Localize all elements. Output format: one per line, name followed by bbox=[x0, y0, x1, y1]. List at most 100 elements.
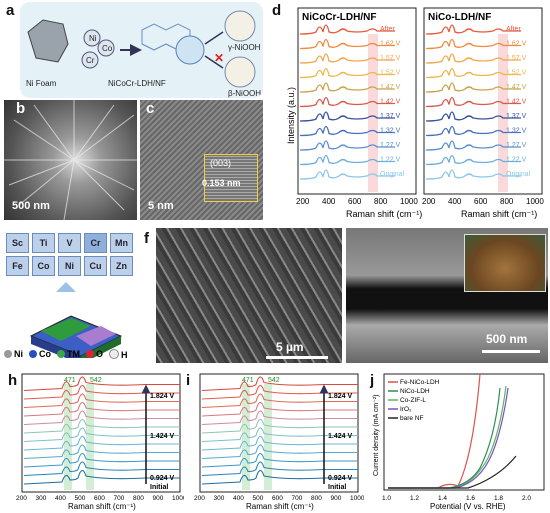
panel-label-f: f bbox=[144, 230, 149, 247]
legend-co: Co bbox=[29, 349, 51, 360]
right-highlight bbox=[498, 34, 508, 192]
raman-panel-i: 471 542 1.824 V 1.424 V 0.924 V Initial … bbox=[184, 372, 364, 512]
raman-i-svg: 471 542 1.824 V 1.424 V 0.924 V Initial … bbox=[194, 373, 364, 511]
right-curve-label: 1.37 V bbox=[506, 113, 527, 120]
h-v-top: 1.824 V bbox=[150, 393, 174, 400]
i-v-init: Initial bbox=[328, 484, 346, 491]
panel-label-c: c bbox=[146, 100, 155, 117]
x-tick: 800 bbox=[133, 495, 144, 502]
raman-curve bbox=[201, 393, 358, 409]
x-tick: 700 bbox=[292, 495, 303, 502]
branch-arrows bbox=[204, 31, 224, 69]
gamma-text: γ-NiOOH bbox=[228, 43, 261, 52]
left-curve-label: 1.62 V bbox=[380, 41, 401, 48]
j-x-tick: 1.8 bbox=[494, 495, 503, 502]
raman-panel-h: 471 542 1.824 V 1.424 V 0.924 V Initial … bbox=[6, 372, 184, 512]
left-curve-label: 1.32 V bbox=[380, 128, 401, 135]
element-cell: V bbox=[58, 233, 81, 253]
right-curve-label: 1.52 V bbox=[506, 70, 527, 77]
lattice-circle bbox=[175, 35, 205, 65]
left-curve-label: 1.37 V bbox=[380, 113, 401, 120]
raman-d-svg: NiCoCr-LDH/NF NiCo-LDH/NF Intensity (a.u… bbox=[286, 7, 544, 219]
right-curve bbox=[425, 111, 521, 122]
x-tick: 1000 bbox=[350, 495, 364, 502]
x-tick: 800 bbox=[311, 495, 322, 502]
i-frame bbox=[199, 373, 359, 493]
sem-image-f: 5 µm bbox=[156, 228, 342, 363]
left-curve-label: 1.27 V bbox=[380, 142, 401, 149]
element-cell: Sc bbox=[6, 233, 29, 253]
left-curve bbox=[299, 24, 395, 35]
lsv-curve bbox=[388, 387, 509, 489]
ni-text: Ni bbox=[89, 34, 97, 43]
j-legend-label: NiCo-LDH bbox=[400, 388, 430, 395]
right-title: NiCo-LDH/NF bbox=[428, 12, 491, 23]
h-curves bbox=[23, 376, 180, 485]
h-peak-1: 471 bbox=[64, 377, 76, 384]
d-tick-left: 400 bbox=[322, 197, 336, 206]
cr-ion bbox=[81, 51, 99, 69]
right-frame bbox=[423, 7, 543, 195]
d-tick-right: 600 bbox=[474, 197, 488, 206]
panel-label-j: j bbox=[370, 372, 375, 389]
raman-curve bbox=[201, 427, 358, 443]
x-tick: 300 bbox=[36, 495, 47, 502]
left-curve bbox=[299, 38, 395, 50]
raman-curve bbox=[201, 418, 358, 434]
raman-curve bbox=[201, 444, 358, 460]
right-curve bbox=[425, 154, 521, 166]
right-curve bbox=[425, 67, 521, 79]
x-tick: 900 bbox=[153, 495, 164, 502]
lsv-j-svg: Current density (mA cm⁻²) 1.0 1.2 1.4 1.6 1.… bbox=[373, 373, 545, 511]
right-curve-label: Original bbox=[506, 171, 531, 178]
element-grid: Sc Ti V Cr Mn Fe Co Ni Cu Zn bbox=[6, 233, 133, 276]
d-xlabel-left: Raman shift (cm⁻¹) bbox=[346, 209, 422, 219]
lsv-curve bbox=[388, 455, 517, 489]
j-legend-label: Fe-NiCo-LDH bbox=[400, 379, 440, 386]
down-arrow bbox=[56, 282, 76, 292]
i-band-542 bbox=[264, 384, 272, 490]
scale-text-g: 500 nm bbox=[486, 332, 528, 346]
left-title: NiCoCr-LDH/NF bbox=[302, 12, 376, 23]
raman-curve bbox=[23, 384, 180, 400]
element-cell: Fe bbox=[6, 256, 29, 276]
raman-curve bbox=[201, 410, 358, 426]
i-curves bbox=[201, 376, 358, 485]
left-highlight bbox=[368, 34, 378, 192]
j-legend-label: bare NF bbox=[400, 415, 424, 422]
element-cell: Cu bbox=[84, 256, 107, 276]
right-curve bbox=[425, 140, 521, 151]
raman-curve bbox=[23, 401, 180, 417]
co-text: Co bbox=[102, 44, 113, 53]
i-v-mid: 1.424 V bbox=[328, 433, 352, 440]
panel-label-d: d bbox=[272, 2, 282, 19]
left-curve bbox=[299, 169, 395, 180]
raman-curve bbox=[23, 461, 180, 477]
ni-ion bbox=[83, 29, 101, 47]
raman-curve bbox=[201, 384, 358, 400]
x-tick: 600 bbox=[272, 495, 283, 502]
i-xlabel: Raman shift (cm⁻¹) bbox=[246, 502, 314, 511]
d-xlabel-right: Raman shift (cm⁻¹) bbox=[461, 209, 537, 219]
right-curve-label: 1.57 V bbox=[506, 55, 527, 62]
h-v-mid: 1.424 V bbox=[150, 433, 174, 440]
h-peak-2: 542 bbox=[90, 377, 102, 384]
j-x-tick: 2.0 bbox=[522, 495, 531, 502]
h-v-low: 0.924 V bbox=[150, 475, 174, 482]
i-band-471 bbox=[242, 384, 250, 490]
left-curve bbox=[299, 140, 395, 151]
right-curve-label: 1.32 V bbox=[506, 128, 527, 135]
j-frame bbox=[383, 373, 545, 491]
i-v-top: 1.824 V bbox=[328, 393, 352, 400]
spacing-text: 0.153 nm bbox=[202, 178, 241, 188]
element-cell: Mn bbox=[110, 233, 133, 253]
x-tick: 200 bbox=[16, 495, 27, 502]
x-tick: 400 bbox=[233, 495, 244, 502]
left-frame bbox=[297, 7, 417, 195]
raman-curve bbox=[201, 461, 358, 477]
raman-curve bbox=[23, 376, 180, 392]
beta-text: β-NiOOH bbox=[228, 89, 261, 98]
x-tick: 600 bbox=[94, 495, 105, 502]
scale-bar-f bbox=[266, 356, 328, 359]
raman-curve bbox=[23, 410, 180, 426]
